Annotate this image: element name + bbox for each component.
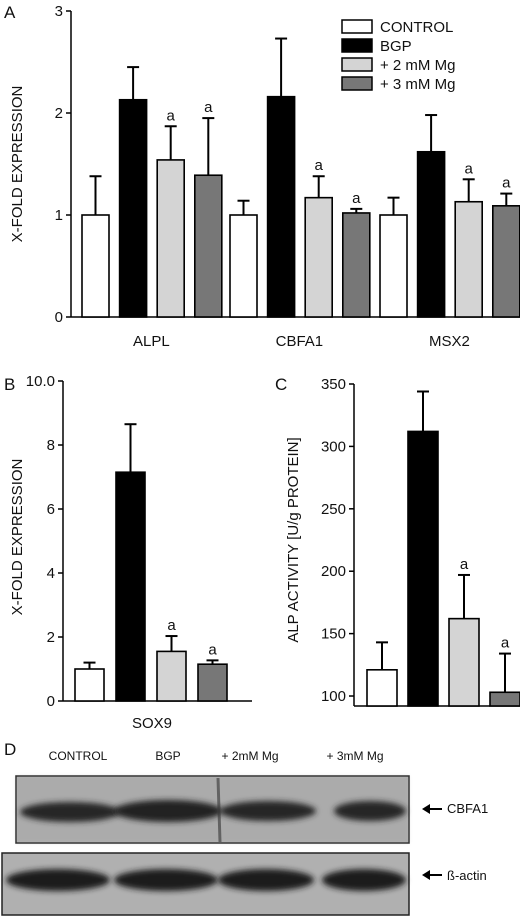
category-label: CBFA1	[276, 333, 324, 350]
blot-band	[20, 802, 120, 822]
significance-label: a	[204, 99, 213, 116]
bar	[379, 214, 408, 318]
panel-letter-b: B	[4, 375, 15, 394]
y-tick-label: 150	[321, 626, 346, 643]
blot-band	[322, 869, 406, 891]
y-tick-label: 200	[321, 563, 346, 580]
y-tick-label: 0	[47, 693, 55, 710]
panel-c-chart: ALP ACTIVITY [U/g PROTEIN] 100 150 200 250 3…	[285, 376, 520, 707]
blot-band	[218, 869, 314, 891]
significance-label: a	[167, 617, 176, 634]
bar	[194, 174, 223, 318]
panel-a-category-labels: ALPL CBFA1 MSX2	[133, 333, 470, 350]
blot-band	[6, 869, 110, 891]
legend-label: CONTROL	[380, 19, 453, 36]
blot-scratch	[216, 777, 222, 843]
blot-lane-label: CONTROL	[49, 749, 108, 763]
y-tick-label: 100	[321, 688, 346, 705]
bar	[416, 150, 446, 318]
bar	[454, 200, 484, 318]
category-label: MSX2	[429, 333, 470, 350]
y-tick-label: 4	[47, 565, 55, 582]
legend-label: + 2 mM Mg	[380, 57, 455, 74]
panel-c-axes: 100 150 200 250 300 350	[321, 376, 520, 707]
bar	[341, 212, 371, 318]
legend-label: + 3 mM Mg	[380, 76, 455, 93]
y-tick-label: 250	[321, 501, 346, 518]
panel-d-western-blot: CONTROL BGP + 2mM Mg + 3mM Mg CBFA1	[1, 749, 488, 916]
panel-c-ylabel: ALP ACTIVITY [U/g PROTEIN]	[285, 437, 302, 642]
panel-a-ylabel: X-FOLD EXPRESSION	[9, 86, 26, 243]
category-label: SOX9	[132, 715, 172, 732]
blot-row-label: ß-actin	[447, 868, 487, 883]
category-label: ALPL	[133, 333, 170, 350]
bar	[197, 663, 228, 702]
legend-swatch	[341, 38, 373, 53]
bar	[81, 214, 110, 318]
significance-label: a	[465, 160, 474, 177]
panel-letter-d: D	[4, 740, 16, 759]
y-tick-label: 2	[55, 105, 63, 122]
panel-b-ylabel: X-FOLD EXPRESSION	[9, 459, 26, 616]
bar	[229, 214, 258, 318]
panel-a-legend: CONTROL BGP + 2 mM Mg + 3 mM Mg	[341, 19, 455, 93]
blot-arrow-cbfa1	[422, 804, 442, 814]
blot-row-label: CBFA1	[447, 801, 488, 816]
y-tick-label: 0	[55, 309, 63, 326]
panel-c-bars: aa	[366, 390, 520, 707]
blot-band	[114, 869, 218, 891]
bar	[304, 196, 334, 318]
blot-lane-label: BGP	[155, 749, 180, 763]
bar	[115, 471, 146, 702]
significance-label: a	[315, 157, 324, 174]
y-tick-label: 3	[55, 3, 63, 20]
panel-a-bars: a a a a a a	[81, 37, 520, 318]
panel-b-category-labels: SOX9	[132, 715, 172, 732]
bar	[156, 650, 187, 702]
y-tick-label: 350	[321, 376, 346, 393]
bar	[489, 691, 520, 707]
y-tick-label: 300	[321, 438, 346, 455]
y-tick-label: 1	[55, 207, 63, 224]
significance-label: a	[501, 635, 510, 652]
significance-label: a	[352, 190, 361, 207]
bar	[366, 669, 398, 707]
significance-label: a	[167, 107, 176, 124]
y-tick-label: 10.0	[26, 373, 55, 390]
bar	[491, 205, 520, 318]
y-tick-label: 8	[47, 437, 55, 454]
significance-label: a	[460, 556, 469, 573]
blot-arrow-b-actin	[422, 870, 442, 880]
blot-lane-label: + 2mM Mg	[221, 749, 278, 763]
blot-strip-cbfa1	[15, 775, 410, 844]
significance-label: a	[208, 641, 217, 658]
panel-b-bars: aa	[74, 423, 228, 702]
y-tick-label: 6	[47, 501, 55, 518]
blot-band	[220, 801, 316, 821]
blot-lane-label: + 3mM Mg	[326, 749, 383, 763]
blot-strip-b-actin	[1, 852, 410, 916]
legend-label: BGP	[380, 38, 412, 55]
panel-letter-a: A	[4, 3, 16, 22]
blot-band	[334, 801, 406, 821]
bar	[74, 668, 105, 702]
panel-a-chart: X-FOLD EXPRESSION 0 1 2 3 a a a a a a ALPL CBFA1 M…	[9, 3, 520, 350]
bar	[266, 95, 296, 318]
bar	[118, 98, 148, 318]
blot-band	[114, 800, 222, 822]
bar	[407, 430, 439, 707]
legend-swatch	[341, 76, 373, 91]
bar	[448, 617, 480, 707]
legend-swatch	[341, 57, 373, 72]
significance-label: a	[502, 175, 511, 192]
bar	[156, 159, 185, 318]
y-tick-label: 2	[47, 629, 55, 646]
legend-swatch	[341, 19, 373, 34]
panel-letter-c: C	[275, 375, 287, 394]
